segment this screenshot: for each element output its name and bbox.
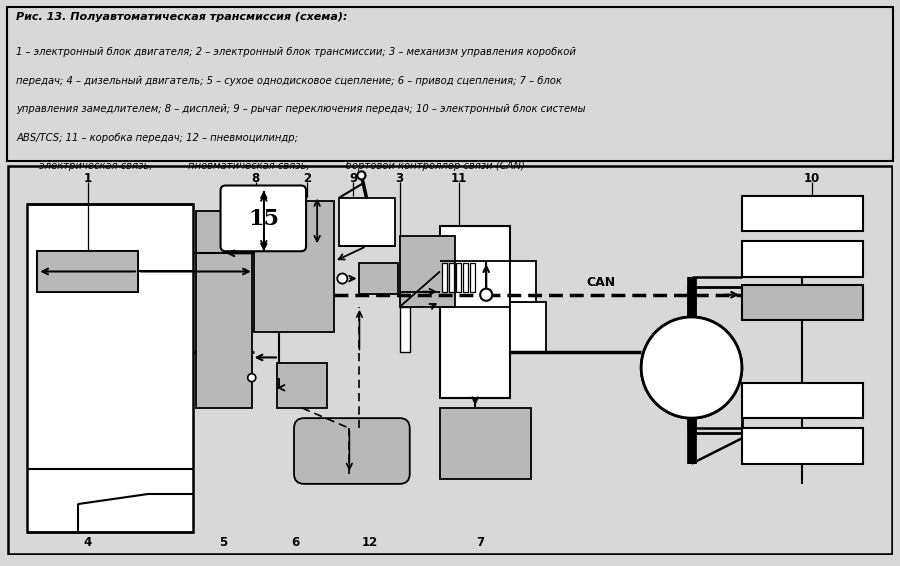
Bar <box>27 204 194 533</box>
Text: 3: 3 <box>396 172 404 185</box>
Text: 1 – электронный блок двигателя; 2 – электронный блок трансмиссии; 3 – механизм у: 1 – электронный блок двигателя; 2 – элек… <box>16 48 576 57</box>
Bar <box>742 285 862 320</box>
Text: ABS/TCS; 11 – коробка передач; 12 – пневмоцилиндр;: ABS/TCS; 11 – коробка передач; 12 – пнев… <box>16 133 298 143</box>
Bar <box>464 263 468 291</box>
Text: 8: 8 <box>252 172 260 185</box>
Bar <box>38 251 138 291</box>
Bar <box>442 263 447 291</box>
Text: 9: 9 <box>349 172 357 185</box>
Bar <box>440 226 510 398</box>
Text: 2: 2 <box>303 172 311 185</box>
Bar <box>510 261 536 302</box>
Bar <box>742 383 862 418</box>
Text: управления замедлителем; 8 – дисплей; 9 – рычаг переключения передач; 10 – элект: управления замедлителем; 8 – дисплей; 9 … <box>16 104 586 114</box>
Bar <box>38 251 138 291</box>
Bar <box>196 211 252 408</box>
Text: 7: 7 <box>476 536 484 549</box>
Bar <box>440 408 530 479</box>
Circle shape <box>481 289 492 301</box>
Circle shape <box>338 273 347 284</box>
Text: 15: 15 <box>248 208 279 230</box>
Bar <box>742 428 862 464</box>
Bar <box>400 307 410 353</box>
FancyBboxPatch shape <box>294 418 410 484</box>
Bar <box>470 263 475 291</box>
Text: —— электрическая связь, – – – – пневматическая связь, ——— бортовой контроллер св: —— электрическая связь, – – – – пневмати… <box>16 161 525 170</box>
Text: 10: 10 <box>805 172 821 185</box>
Text: 1: 1 <box>84 172 92 185</box>
Text: 5: 5 <box>220 536 228 549</box>
Circle shape <box>357 171 365 179</box>
Bar <box>742 196 862 231</box>
Bar <box>449 263 454 291</box>
Text: CAN: CAN <box>587 276 616 289</box>
Text: 11: 11 <box>451 172 467 185</box>
Bar <box>254 201 334 332</box>
Bar <box>456 263 461 291</box>
Bar <box>400 236 455 307</box>
Text: передач; 4 – дизельный двигатель; 5 – сухое однодисковое сцепление; 6 – привод с: передач; 4 – дизельный двигатель; 5 – су… <box>16 76 562 86</box>
Text: 6: 6 <box>291 536 299 549</box>
Bar <box>510 302 545 353</box>
Bar <box>359 263 398 294</box>
Bar <box>277 362 328 408</box>
FancyBboxPatch shape <box>220 186 306 251</box>
Text: 12: 12 <box>362 536 378 549</box>
Bar <box>339 198 394 246</box>
Circle shape <box>641 317 742 418</box>
Text: 4: 4 <box>84 536 92 549</box>
Bar <box>742 241 862 277</box>
Circle shape <box>248 374 256 381</box>
Circle shape <box>641 317 742 418</box>
Text: Рис. 13. Полуавтоматическая трансмиссия (схема):: Рис. 13. Полуавтоматическая трансмиссия … <box>16 12 347 22</box>
